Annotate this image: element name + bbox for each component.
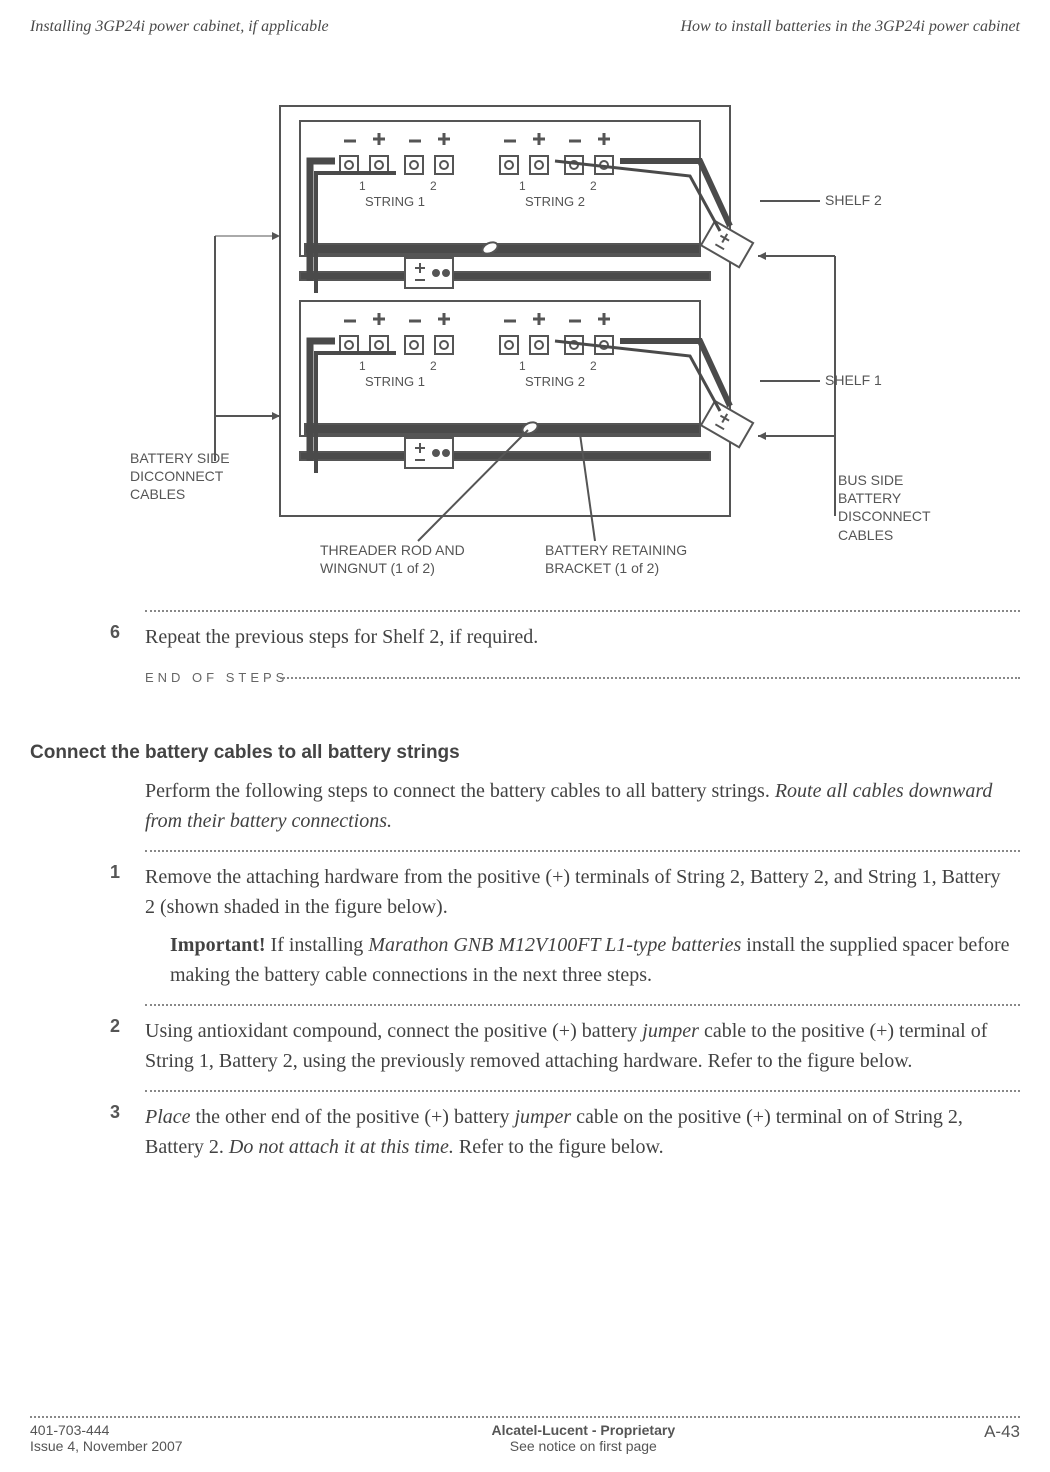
- notice: See notice on first page: [492, 1438, 676, 1454]
- s3-i2: Do not attach it at this time.: [229, 1136, 454, 1158]
- s2-i1: jumper: [642, 1020, 699, 1042]
- separator: [145, 610, 1020, 612]
- step-number: 6: [30, 622, 145, 652]
- s3-i0: Place: [145, 1106, 191, 1128]
- separator: [145, 1004, 1020, 1006]
- issue-date: Issue 4, November 2007: [30, 1438, 183, 1454]
- svg-text:2: 2: [590, 359, 597, 373]
- imp-italic: Marathon GNB M12V100FT L1-type batteries: [368, 934, 741, 956]
- step1-main: Remove the attaching hardware from the p…: [145, 866, 1001, 918]
- page-footer: 401-703-444 Issue 4, November 2007 Alcat…: [0, 1416, 1050, 1454]
- step-number: 3: [30, 1102, 145, 1162]
- header-left: Installing 3GP24i power cabinet, if appl…: [30, 18, 329, 36]
- proprietary: Alcatel-Lucent - Proprietary: [492, 1422, 676, 1438]
- svg-text:1: 1: [359, 179, 366, 193]
- section-intro: Perform the following steps to connect t…: [145, 776, 1010, 836]
- svg-text:1: 1: [519, 359, 526, 373]
- step-2: 2 Using antioxidant compound, connect th…: [0, 1016, 1050, 1076]
- svg-text:1: 1: [519, 179, 526, 193]
- doc-number: 401-703-444: [30, 1422, 183, 1438]
- svg-text:STRING 2: STRING 2: [525, 374, 585, 389]
- end-steps-line: [280, 677, 1020, 679]
- page-number: A-43: [984, 1422, 1020, 1442]
- footer-center: Alcatel-Lucent - Proprietary See notice …: [492, 1422, 676, 1454]
- svg-text:STRING 1: STRING 1: [365, 194, 425, 209]
- step-number: 2: [30, 1016, 145, 1076]
- important-note: Important! If installing Marathon GNB M1…: [170, 930, 1010, 990]
- section-heading: Connect the battery cables to all batter…: [30, 742, 1020, 764]
- separator: [145, 1090, 1020, 1092]
- battery-cabinet-diagram: 1 2 1 2 STRING 1 STRING 2: [0, 76, 1050, 596]
- step-text: Remove the attaching hardware from the p…: [145, 862, 1020, 990]
- label-bus-side: BUS SIDE BATTERY DISCONNECT CABLES: [838, 471, 931, 544]
- label-shelf2: SHELF 2: [825, 191, 882, 209]
- label-shelf1: SHELF 1: [825, 371, 882, 389]
- step-text: Using antioxidant compound, connect the …: [145, 1016, 1020, 1076]
- label-bracket: BATTERY RETAINING BRACKET (1 of 2): [545, 541, 687, 577]
- svg-text:STRING 2: STRING 2: [525, 194, 585, 209]
- step-text: Place the other end of the positive (+) …: [145, 1102, 1020, 1162]
- svg-text:STRING 1: STRING 1: [365, 374, 425, 389]
- footer-separator: [30, 1416, 1020, 1418]
- svg-text:2: 2: [590, 179, 597, 193]
- label-threader: THREADER ROD AND WINGNUT (1 of 2): [320, 541, 465, 577]
- s3-i1: jumper: [515, 1106, 572, 1128]
- svg-text:2: 2: [430, 179, 437, 193]
- imp-prefix: If installing: [266, 934, 369, 956]
- page-header: Installing 3GP24i power cabinet, if appl…: [0, 0, 1050, 36]
- step-3: 3 Place the other end of the positive (+…: [0, 1102, 1050, 1162]
- important-label: Important!: [170, 934, 266, 956]
- s3-t3: Refer to the figure below.: [454, 1136, 664, 1158]
- step-text: Repeat the previous steps for Shelf 2, i…: [145, 622, 1020, 652]
- separator: [145, 850, 1020, 852]
- label-battery-side: BATTERY SIDE DICCONNECT CABLES: [130, 449, 230, 504]
- header-right: How to install batteries in the 3GP24i p…: [680, 18, 1020, 36]
- step-1: 1 Remove the attaching hardware from the…: [0, 862, 1050, 990]
- step-6: 6 Repeat the previous steps for Shelf 2,…: [0, 622, 1050, 652]
- footer-left: 401-703-444 Issue 4, November 2007: [30, 1422, 183, 1454]
- intro-text: Perform the following steps to connect t…: [145, 780, 775, 802]
- s2-t1: Using antioxidant compound, connect the …: [145, 1020, 642, 1042]
- svg-text:2: 2: [430, 359, 437, 373]
- step-number: 1: [30, 862, 145, 990]
- s3-t1: the other end of the positive (+) batter…: [191, 1106, 515, 1128]
- svg-text:1: 1: [359, 359, 366, 373]
- footer-right: A-43: [984, 1422, 1020, 1454]
